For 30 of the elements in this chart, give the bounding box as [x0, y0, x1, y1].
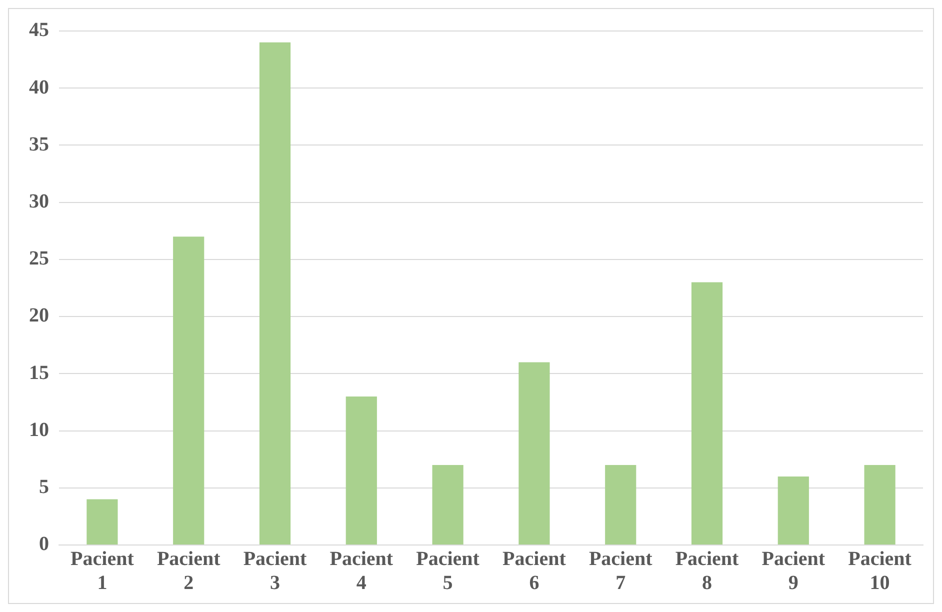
bar [259, 42, 291, 544]
x-tick-label: Pacient 9 [762, 548, 826, 594]
x-tick-label: Pacient 1 [70, 548, 134, 594]
x-tick-label: Pacient 4 [330, 548, 394, 594]
bar [432, 465, 464, 544]
y-tick-label: 10 [29, 418, 49, 441]
y-tick-label: 5 [39, 476, 49, 498]
y-tick-label: 35 [29, 133, 49, 156]
x-tick-label: Pacient 2 [156, 548, 221, 594]
bar [778, 476, 809, 544]
x-tick-label: Pacient 7 [588, 548, 653, 594]
x-tick-label: Pacient 6 [502, 548, 566, 594]
bar [518, 362, 550, 544]
y-tick-label: 15 [29, 362, 49, 384]
bar [86, 499, 118, 544]
x-tick-label: Pacient 3 [243, 548, 307, 594]
y-tick-label: 30 [29, 190, 49, 213]
bar [864, 465, 896, 544]
bar [691, 282, 723, 544]
y-tick-label: 20 [29, 304, 49, 327]
bar [173, 236, 204, 544]
y-tick-label: 40 [29, 76, 49, 98]
x-tick-label: Pacient 10 [848, 548, 912, 594]
y-tick-label: 45 [29, 19, 49, 42]
bar [605, 465, 636, 544]
y-tick-label: 0 [39, 533, 49, 556]
x-tick-label: Pacient 8 [675, 548, 739, 594]
bar [346, 396, 377, 544]
y-tick-label: 25 [29, 248, 49, 270]
x-tick-label: Pacient 5 [416, 548, 480, 594]
